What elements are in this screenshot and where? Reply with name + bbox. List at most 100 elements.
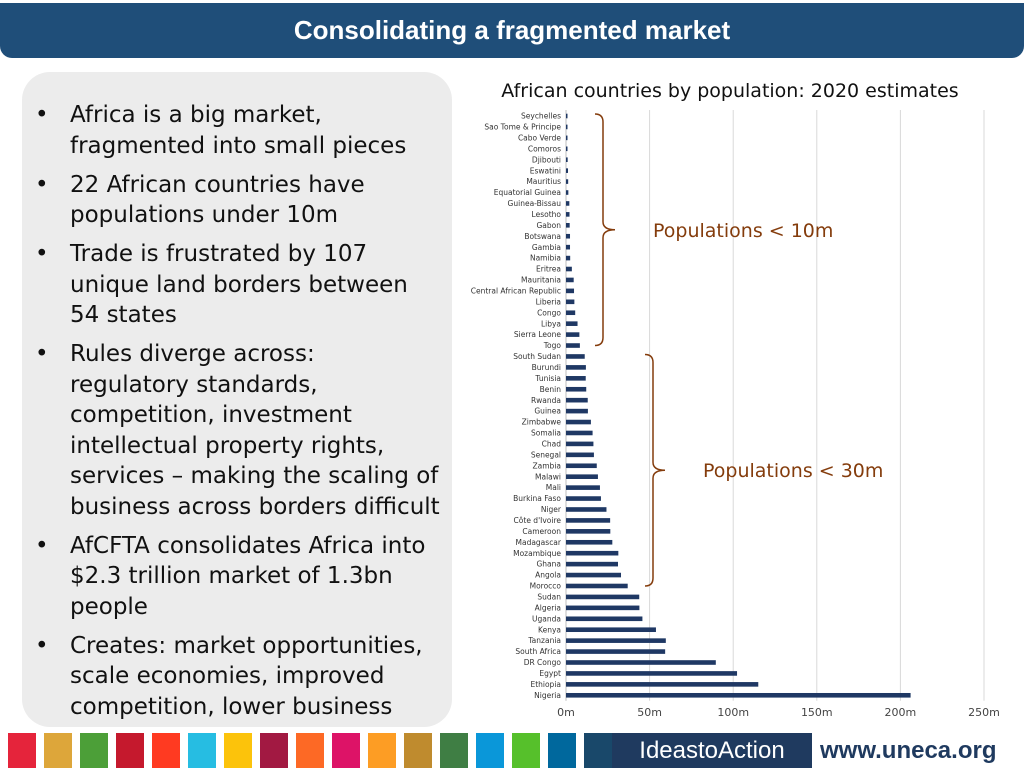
category-label: Burkina Faso <box>513 494 561 503</box>
color-square <box>152 733 180 768</box>
category-label: Mauritania <box>521 276 561 285</box>
category-label: Ghana <box>536 560 561 569</box>
bar <box>566 594 640 600</box>
category-label: Ethiopia <box>530 680 561 689</box>
footer-url: www.uneca.org <box>820 737 997 764</box>
category-label: Equatorial Guinea <box>494 188 561 197</box>
category-label: Zambia <box>533 461 561 470</box>
bar <box>566 343 580 348</box>
bullet-item: • Africa is a big market, fragmented into… <box>35 102 407 159</box>
bar <box>566 277 574 283</box>
category-label: Burundi <box>532 363 561 372</box>
bar <box>566 485 600 490</box>
bar <box>566 561 618 567</box>
bar <box>566 113 568 119</box>
bullet-item: • AfCFTA consolidates Africa into $2.3 tr… <box>35 532 426 620</box>
bar <box>566 474 598 479</box>
bar <box>566 212 570 217</box>
category-label: Madagascar <box>516 538 562 547</box>
category-label: Angola <box>535 571 561 580</box>
category-label: Mozambique <box>513 549 561 558</box>
color-square <box>404 733 432 768</box>
category-label: Congo <box>537 308 561 317</box>
category-label: Namibia <box>530 254 561 263</box>
bar <box>566 638 666 643</box>
bullet-text: 22 African countries have populations un… <box>70 171 365 229</box>
bar <box>566 124 568 130</box>
bar <box>566 583 628 589</box>
bar <box>566 190 569 195</box>
bar <box>566 507 607 512</box>
x-tick-label: 250m <box>968 706 1000 719</box>
category-label: Kenya <box>538 625 561 634</box>
bar <box>566 233 571 239</box>
bar <box>566 146 568 152</box>
annotation-brace <box>644 353 666 587</box>
category-label: Nigeria <box>534 691 561 700</box>
bar <box>566 463 597 469</box>
annotation-brace <box>594 113 616 347</box>
bar <box>566 332 580 337</box>
color-square <box>80 733 108 768</box>
bar <box>566 408 588 414</box>
category-label: Zimbabwe <box>522 418 562 427</box>
color-square <box>368 733 396 768</box>
category-label: Benin <box>540 385 562 394</box>
category-label: Chad <box>542 440 562 449</box>
bar <box>566 255 571 261</box>
bar <box>566 365 586 370</box>
category-label: Egypt <box>539 669 561 678</box>
category-label: Eswatini <box>530 166 561 175</box>
category-label: South Africa <box>515 647 561 656</box>
bullet-item: • Creates: market opportunities, scale ec… <box>35 632 423 720</box>
color-square <box>44 733 72 768</box>
category-label: Algeria <box>535 603 561 612</box>
bar <box>566 671 738 676</box>
annotation-label: Populations < 30m <box>703 460 883 482</box>
bar <box>566 605 640 611</box>
bar <box>566 660 716 665</box>
bar <box>566 201 570 206</box>
category-label: Botswana <box>524 232 561 241</box>
category-label: Djibouti <box>532 155 561 164</box>
bar <box>566 168 569 173</box>
bar <box>566 299 575 305</box>
ideas-to-action-logo: IdeastoAction <box>612 733 812 768</box>
category-label: Gabon <box>536 221 561 230</box>
color-square <box>548 733 576 768</box>
bar <box>566 572 622 578</box>
category-label: Gambia <box>532 243 561 252</box>
category-label: Guinea-Bissau <box>508 199 562 208</box>
color-square <box>512 733 540 768</box>
x-tick-label: 150m <box>801 706 833 719</box>
color-square <box>584 733 612 768</box>
bullet-item: • Rules diverge across: regulatory standa… <box>35 341 440 520</box>
category-label: Morocco <box>530 582 562 591</box>
x-tick-label: 50m <box>637 706 662 719</box>
bar <box>566 376 586 381</box>
bullet-list: • Africa is a big market, fragmented into… <box>30 100 440 731</box>
category-label: Libya <box>541 319 561 328</box>
annotation-label: Populations < 10m <box>653 220 833 242</box>
bar <box>566 430 593 436</box>
bar <box>566 550 619 556</box>
category-label: Seychelles <box>521 112 561 121</box>
bar <box>566 266 572 272</box>
bullet-item: • 22 African countries have populations u… <box>35 171 365 229</box>
color-square <box>188 733 216 768</box>
category-label: Tanzania <box>527 636 561 645</box>
population-bar-chart: 0m 50m 100m 150m 200m 250m Seychelles Sao Tome … <box>471 110 1000 719</box>
bar <box>566 692 911 698</box>
category-label: Guinea <box>534 407 561 416</box>
bullet-text: Africa is a big market, fragmented into … <box>70 102 407 159</box>
x-tick-label: 0m <box>557 706 575 719</box>
category-label: Mali <box>546 483 561 492</box>
category-label: Niger <box>541 505 562 514</box>
category-label: Malawi <box>535 472 561 481</box>
bar <box>566 627 656 633</box>
color-square <box>260 733 288 768</box>
x-tick-label: 100m <box>717 706 749 719</box>
bar <box>566 496 601 501</box>
category-label: Sao Tome & Principe <box>484 123 561 132</box>
title-bar: Consolidating a fragmented market <box>0 3 1024 58</box>
